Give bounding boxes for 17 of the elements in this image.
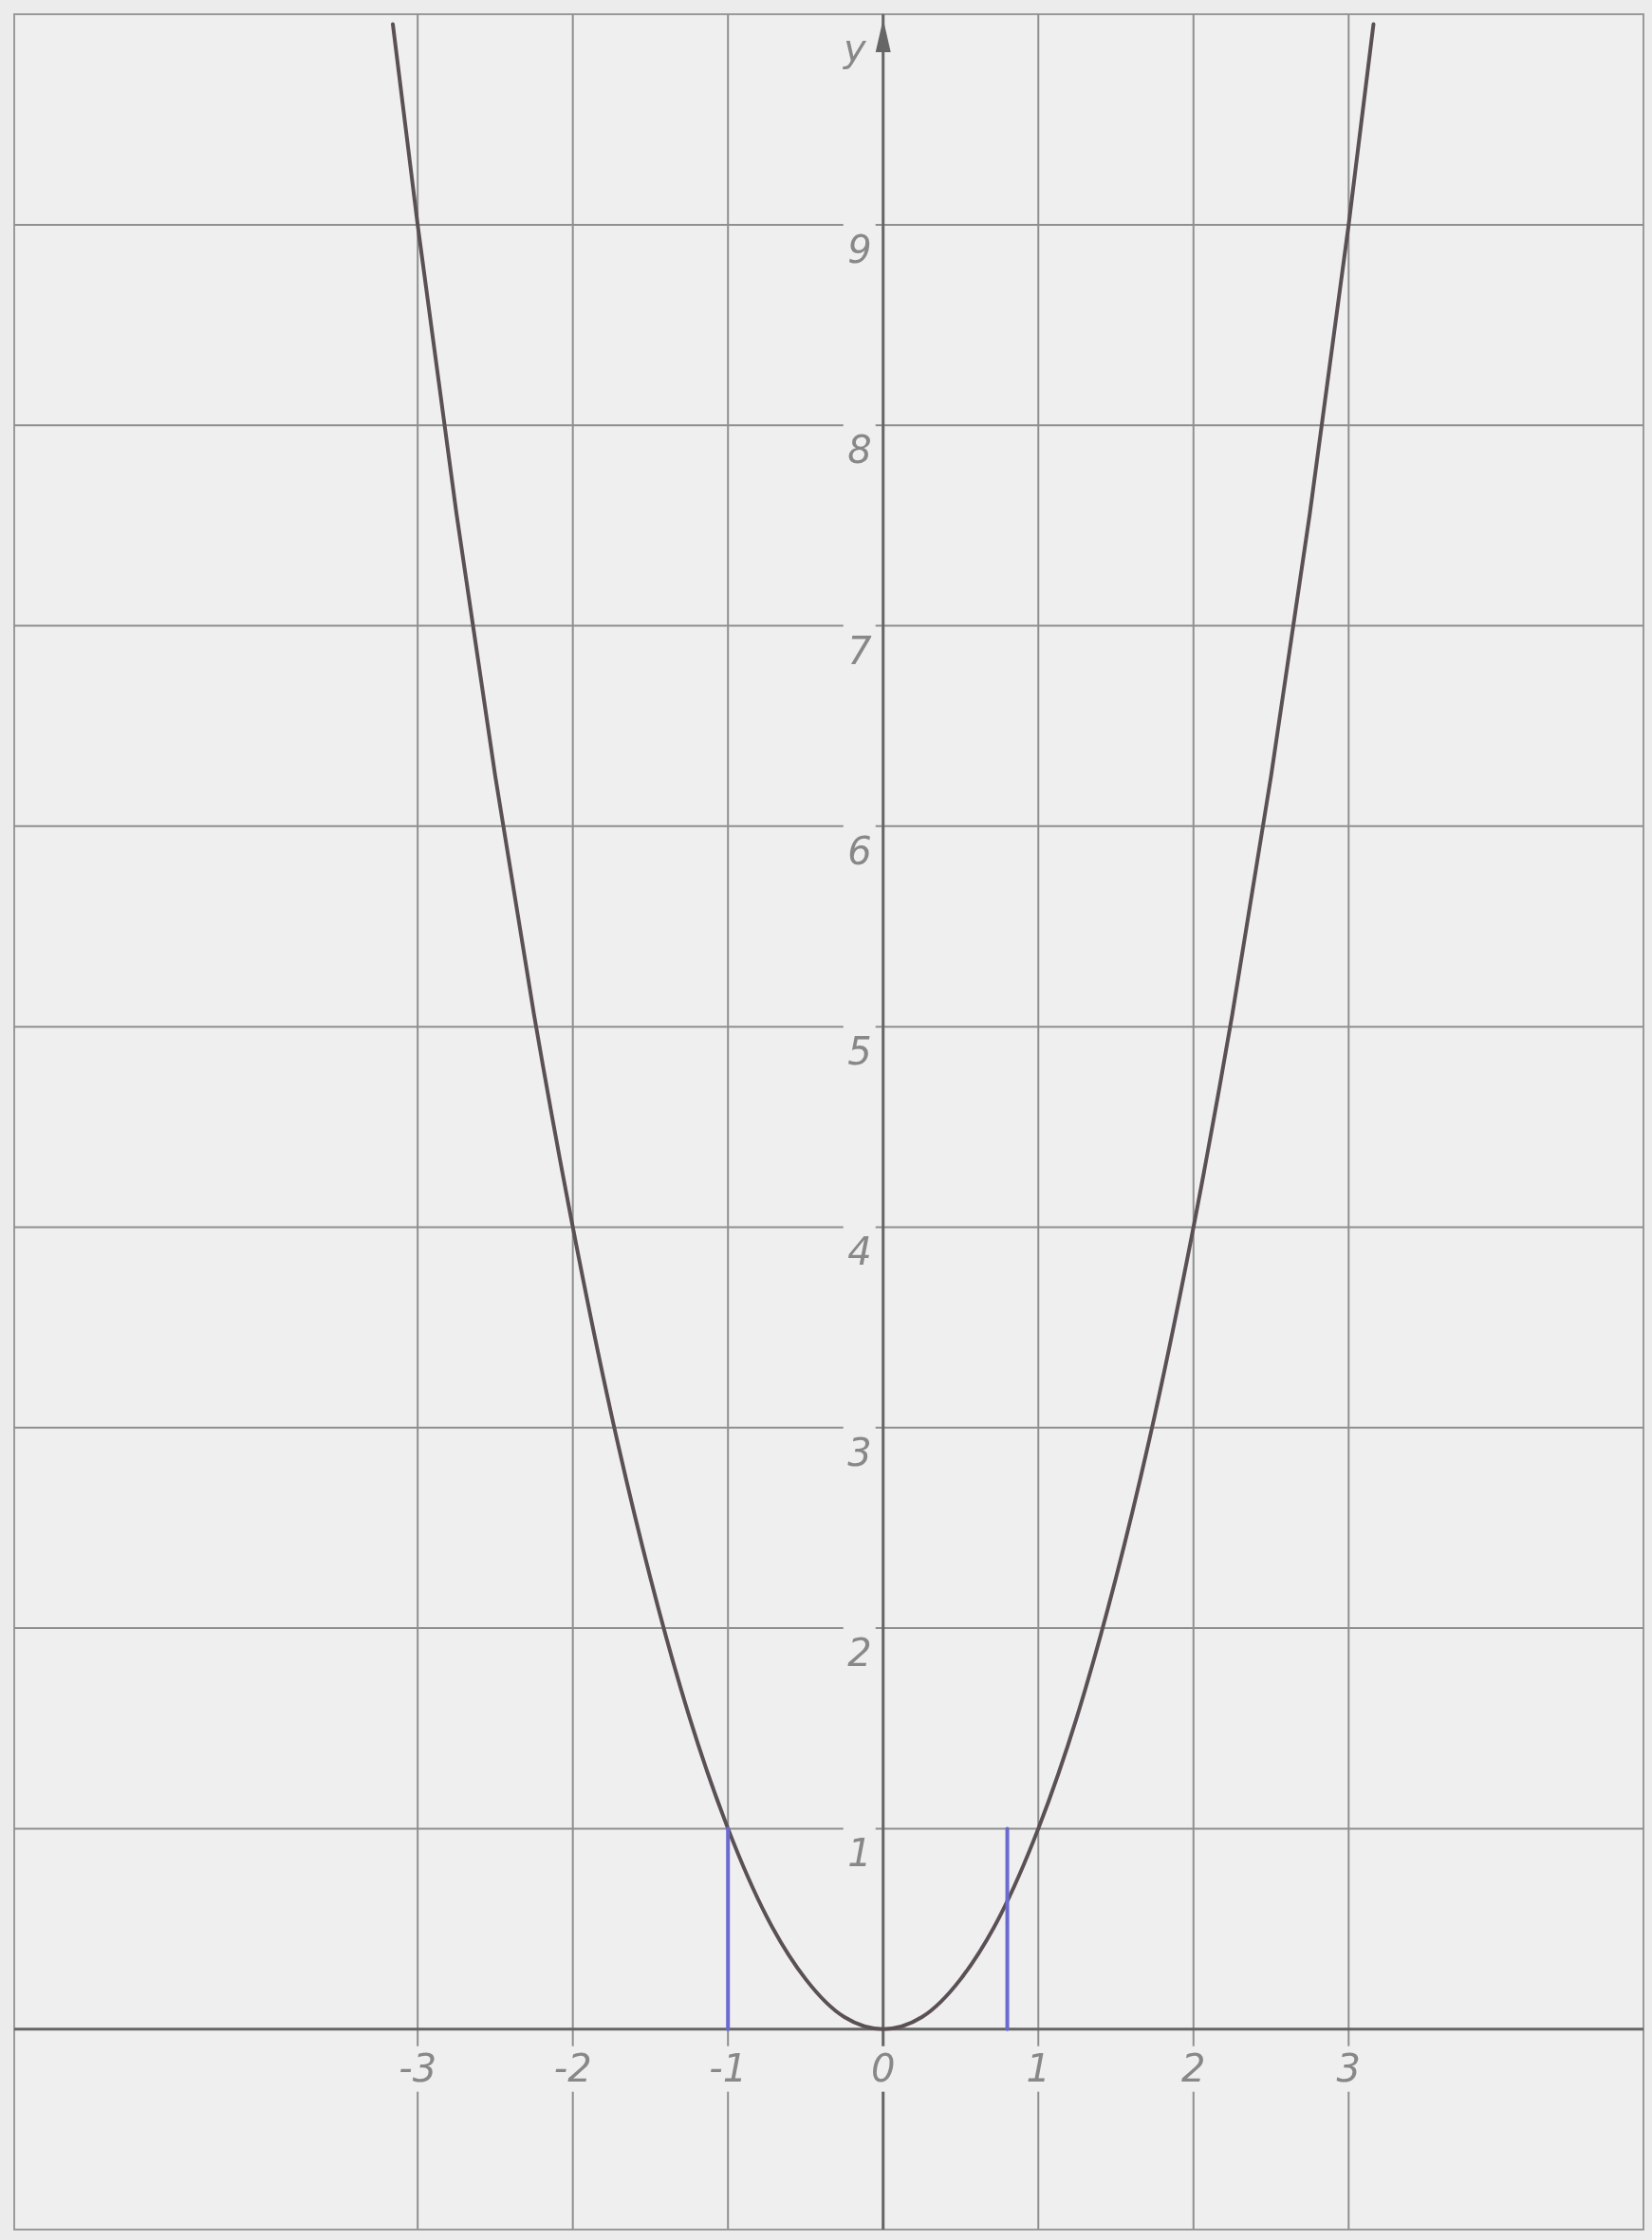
y-tick-label: 5 (847, 1029, 872, 1074)
x-tick-label: 0 (871, 2046, 896, 2090)
y-tick-label: 8 (847, 428, 872, 472)
y-tick-label: 2 (847, 1631, 872, 1675)
y-tick-label: 3 (847, 1430, 872, 1474)
y-axis-title: y (843, 27, 868, 70)
y-tick-label: 7 (847, 628, 873, 673)
x-tick-label: 1 (1026, 2046, 1050, 2090)
x-tick-label: -3 (399, 2046, 437, 2090)
y-tick-label: 9 (847, 227, 872, 271)
x-tick-label: 3 (1336, 2046, 1362, 2090)
y-tick-label: 4 (847, 1230, 872, 1274)
y-tick-label: 6 (847, 828, 872, 873)
x-tick-label: 2 (1181, 2046, 1206, 2090)
y-tick-label: 1 (847, 1831, 872, 1876)
x-tick-label: -2 (553, 2046, 592, 2090)
x-tick-label: -1 (709, 2046, 748, 2090)
